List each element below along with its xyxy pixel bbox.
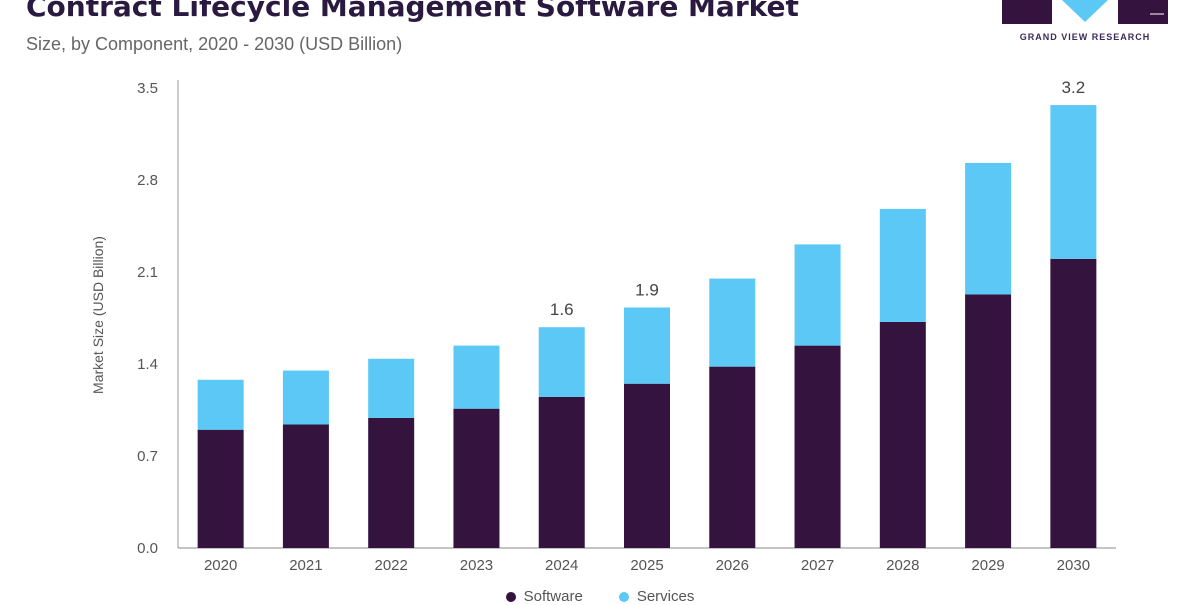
chart-title: Contract Lifecycle Management Software M… (26, 0, 799, 23)
x-tick-label-2023: 2023 (460, 557, 493, 574)
y-tick-label: 1.4 (137, 356, 158, 373)
x-tick-label-2026: 2026 (716, 557, 749, 574)
bar-services-2029 (965, 162, 1012, 295)
bar-services-2020 (197, 379, 244, 430)
legend: Software Services (0, 588, 1200, 605)
x-tick-label-2024: 2024 (545, 557, 578, 574)
x-tick-label-2029: 2029 (971, 557, 1004, 574)
data-labels: 1.6 1.9 3.2 (550, 78, 1085, 319)
legend-label-services: Services (636, 588, 695, 605)
y-tick-label: 2.1 (137, 264, 158, 281)
bar-software-2021 (282, 424, 329, 548)
y-tick-label: 3.5 (137, 80, 158, 97)
bar-services-2024 (538, 327, 585, 397)
bar-software-2028 (879, 321, 926, 548)
bar-software-2025 (624, 383, 670, 548)
y-tick-label: 0.0 (137, 540, 158, 557)
data-label-2024: 1.6 (550, 300, 574, 319)
bar-software-2022 (368, 417, 415, 548)
x-tick-label-2020: 2020 (204, 557, 237, 574)
chart-subtitle: Size, by Component, 2020 - 2030 (USD Bil… (26, 34, 403, 54)
bar-software-2027 (794, 345, 841, 548)
bars (197, 105, 1097, 548)
bar-services-2030 (1050, 105, 1097, 259)
legend-label-software: Software (523, 588, 583, 605)
data-label-2030: 3.2 (1062, 78, 1086, 97)
bar-software-2029 (965, 294, 1012, 548)
bar-software-2026 (709, 366, 756, 548)
grand-view-research-logo (1002, 0, 1168, 24)
x-tick-label-2022: 2022 (374, 557, 407, 574)
logo-text: GRAND VIEW RESEARCH (1019, 32, 1151, 42)
x-tick-label-2028: 2028 (886, 557, 919, 574)
bar-services-2026 (709, 278, 756, 367)
bar-software-2030 (1050, 258, 1097, 548)
y-tick-label: 2.8 (137, 172, 158, 189)
x-tick-label-2030: 2030 (1057, 557, 1090, 574)
legend-swatch-services (618, 591, 629, 602)
bar-services-2025 (624, 307, 670, 384)
bar-software-2020 (197, 429, 244, 548)
x-tick-label-2021: 2021 (289, 557, 322, 574)
bar-services-2023 (453, 345, 500, 409)
x-tick-label-2025: 2025 (630, 557, 663, 574)
x-axis-ticks: 2020 2021 2022 2023 2024 2025 2026 2027 2028 2029… (204, 557, 1090, 574)
x-tick-label-2027: 2027 (801, 557, 834, 574)
bar-software-2024 (538, 396, 585, 548)
bar-services-2027 (794, 244, 841, 346)
bar-services-2028 (879, 208, 926, 322)
bar-services-2022 (368, 358, 415, 418)
bar-software-2023 (453, 408, 500, 548)
bar-services-2021 (282, 370, 329, 425)
y-axis-label: Market Size (USD Billion) (90, 236, 106, 394)
legend-swatch-software (505, 591, 516, 602)
legend-item-software: Software (505, 588, 583, 605)
y-axis-ticks: 0.0 0.7 1.4 2.1 2.8 3.5 (137, 80, 158, 557)
y-tick-label: 0.7 (137, 448, 158, 465)
data-label-2025: 1.9 (635, 280, 659, 299)
y-axis-label-text: Market Size (USD Billion) (90, 236, 106, 394)
legend-item-services: Services (618, 588, 695, 605)
